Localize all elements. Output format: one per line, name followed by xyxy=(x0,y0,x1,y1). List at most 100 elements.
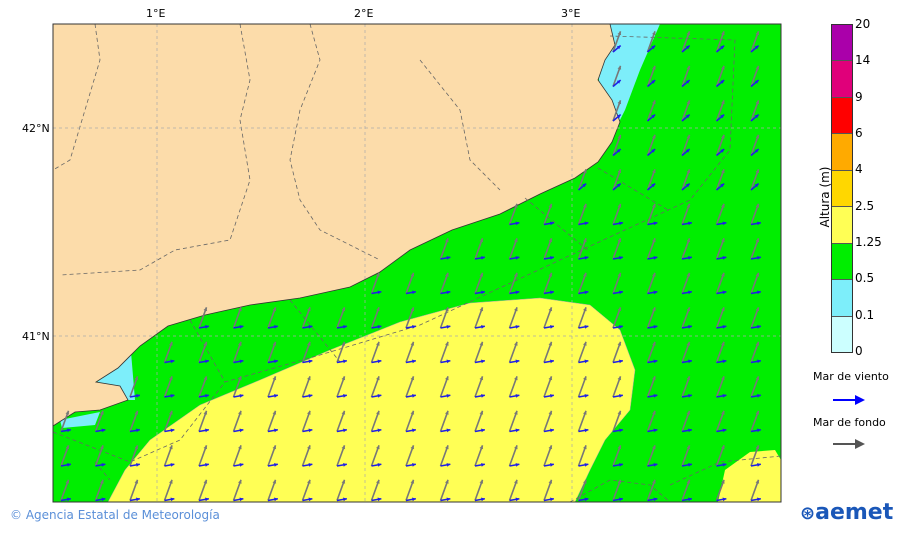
swell-arrow xyxy=(750,307,760,329)
swell-arrow-head xyxy=(514,445,518,450)
colorbar-tick: 0.5 xyxy=(855,271,875,286)
swell-arrow xyxy=(681,238,691,260)
swell-arrow-head xyxy=(755,341,760,346)
swell-arrow-head xyxy=(445,238,449,243)
swell-arrow xyxy=(681,31,691,53)
swell-arrow xyxy=(715,169,725,191)
wind-sea-arrow-head xyxy=(101,428,106,433)
wind-sea-arrow-head xyxy=(653,255,658,260)
wind-sea-arrow-head xyxy=(688,359,692,364)
wind-sea-arrow-head xyxy=(754,45,759,50)
lat-label-41n: 41°N xyxy=(22,330,50,343)
wind-sea-arrow-head xyxy=(722,255,727,260)
swell-arrow-head xyxy=(583,238,587,243)
wind-sea-arrow-head xyxy=(308,359,313,364)
swell-arrow xyxy=(750,341,760,363)
wind-sea-arrow-head xyxy=(308,497,313,502)
swell-arrow-head xyxy=(755,410,760,415)
colorbar-segment xyxy=(832,280,852,317)
swell-arrow xyxy=(370,341,380,363)
swell-arrow-head xyxy=(376,479,380,484)
swell-arrow-head xyxy=(514,341,518,346)
swell-arrow-head xyxy=(583,479,587,484)
swell-arrow-head xyxy=(721,445,725,450)
swell-arrow-head xyxy=(686,238,691,243)
swell-arrow-head xyxy=(169,341,173,346)
swell-arrow xyxy=(232,410,242,432)
swell-arrow-head xyxy=(203,341,208,346)
wind-sea-arrow-head xyxy=(757,255,761,260)
wind-sea-arrow-head xyxy=(584,428,589,433)
wind-sea-arrow-head xyxy=(170,497,175,502)
wind-sea-arrow-head xyxy=(619,255,623,260)
swell-arrow-head xyxy=(514,376,518,381)
swell-arrow xyxy=(750,31,760,53)
swell-arrow-head xyxy=(479,341,484,346)
wind-sea-arrow-head xyxy=(412,290,416,295)
swell-arrow-head xyxy=(65,479,70,484)
wind-sea-arrow-head xyxy=(412,359,416,364)
swell-arrow xyxy=(681,272,691,294)
swell-arrow-head xyxy=(755,169,760,174)
swell-arrow xyxy=(474,307,484,329)
swell-arrow xyxy=(543,376,553,398)
wind-sea-arrow-head xyxy=(377,462,382,467)
wind-sea-arrow-head xyxy=(722,393,727,398)
swell-arrow xyxy=(715,479,725,501)
swell-arrow-head xyxy=(686,272,691,277)
swell-arrow-head xyxy=(652,445,656,450)
swell-arrow-head xyxy=(617,31,622,36)
wind-sea-arrow-head xyxy=(616,80,621,84)
swell-arrow xyxy=(681,307,691,329)
wind-sea-arrow-head xyxy=(515,359,520,364)
swell-arrow-head xyxy=(238,445,242,450)
swell-arrow xyxy=(508,341,518,363)
swell-arrow xyxy=(750,134,760,156)
swell-arrow xyxy=(232,376,242,398)
swell-arrow-head xyxy=(169,479,173,484)
swell-arrow-head xyxy=(686,445,691,450)
wind-sea-arrow-head xyxy=(619,359,623,364)
wind-sea-arrow-head xyxy=(343,359,347,364)
wind-sea-arrow-head xyxy=(550,324,554,329)
wind-sea-arrow-head xyxy=(515,221,520,226)
swell-arrow-head xyxy=(548,341,553,346)
wind-sea-arrow-head xyxy=(582,183,587,188)
swell-arrow-head xyxy=(755,272,760,277)
wind-sea-arrow-head xyxy=(720,114,725,119)
wind-sea-arrow-head xyxy=(757,324,761,329)
swell-arrow xyxy=(60,445,70,467)
wind-sea-arrow-head xyxy=(688,255,692,260)
swell-arrow xyxy=(577,479,587,501)
swell-arrow xyxy=(750,203,760,225)
wind-sea-arrow-head xyxy=(550,290,554,295)
wind-sea-arrow-head xyxy=(205,497,209,502)
swell-arrow xyxy=(646,341,656,363)
swell-arrow-head xyxy=(410,410,415,415)
swell-arrow xyxy=(439,341,449,363)
swell-arrow xyxy=(370,376,380,398)
swell-arrow xyxy=(543,410,553,432)
swell-arrow xyxy=(715,445,725,467)
swell-arrow-head xyxy=(652,341,656,346)
wind-sea-arrow-head xyxy=(653,462,658,467)
swell-arrow-head xyxy=(479,272,484,277)
swell-arrow-head xyxy=(307,307,311,312)
swell-arrow xyxy=(612,307,622,329)
swell-arrow-head xyxy=(721,65,725,70)
wind-sea-arrow-head xyxy=(274,359,278,364)
swell-arrow-head xyxy=(272,307,277,312)
wind-sea-arrow-head xyxy=(343,324,347,329)
wind-sea-arrow-head xyxy=(377,428,382,433)
wind-sea-arrow-head xyxy=(343,428,347,433)
swell-arrow xyxy=(405,445,415,467)
swell-arrow-head xyxy=(445,479,449,484)
swell-arrow-head xyxy=(548,445,553,450)
wind-sea-arrow-head xyxy=(584,255,589,260)
colorbar-segment xyxy=(832,25,852,62)
swell-arrow-head xyxy=(652,134,656,139)
swell-arrow-head xyxy=(686,410,691,415)
map-frame xyxy=(52,23,782,503)
swell-arrow xyxy=(577,410,587,432)
wind-sea-arrow-head xyxy=(239,393,244,398)
